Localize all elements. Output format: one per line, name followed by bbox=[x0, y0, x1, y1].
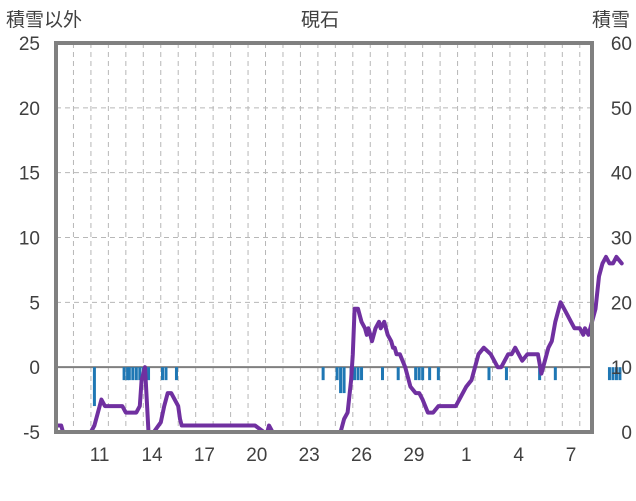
bar bbox=[607, 367, 611, 381]
left-tick-label: 20 bbox=[19, 99, 40, 120]
x-tick-label: 26 bbox=[351, 445, 372, 466]
bar bbox=[147, 367, 151, 381]
bar bbox=[487, 367, 491, 381]
x-axis-ticks: 11 14 17 20 23 26 29 1 4 7 bbox=[90, 445, 577, 466]
right-tick-label: 30 bbox=[611, 229, 632, 250]
x-tick-label: 14 bbox=[141, 445, 163, 466]
left-axis-ticks: -5 0 5 10 15 20 25 bbox=[19, 34, 40, 444]
bar bbox=[126, 367, 130, 381]
bar bbox=[436, 367, 440, 381]
right-tick-label: 40 bbox=[611, 164, 632, 185]
right-tick-label: 50 bbox=[611, 99, 632, 120]
snow-line-series bbox=[54, 254, 624, 434]
left-tick-label: 0 bbox=[29, 358, 40, 379]
left-tick-label: 15 bbox=[19, 164, 40, 185]
x-tick-label: 29 bbox=[403, 445, 424, 466]
snow-line bbox=[54, 254, 624, 434]
bar bbox=[353, 367, 357, 381]
right-axis-label: 積雪 bbox=[592, 9, 630, 31]
bar bbox=[421, 367, 425, 381]
bar bbox=[174, 367, 178, 381]
bar bbox=[134, 367, 138, 381]
left-tick-label: 5 bbox=[29, 293, 40, 314]
left-tick-label: 10 bbox=[19, 229, 40, 250]
right-tick-label: 20 bbox=[611, 293, 632, 314]
right-tick-label: 10 bbox=[611, 358, 632, 379]
chart-title: 硯石 bbox=[301, 10, 339, 31]
bar bbox=[335, 367, 339, 381]
right-tick-label: 60 bbox=[611, 34, 632, 55]
bar bbox=[360, 367, 364, 381]
bar bbox=[164, 367, 168, 381]
bar bbox=[127, 367, 131, 381]
bars-series bbox=[92, 367, 622, 407]
bar bbox=[92, 367, 96, 407]
x-tick-label: 20 bbox=[246, 445, 267, 466]
x-tick-label: 7 bbox=[566, 445, 577, 466]
x-tick-label: 11 bbox=[90, 445, 110, 466]
bar bbox=[131, 367, 135, 381]
x-tick-label: 23 bbox=[299, 445, 320, 466]
bar bbox=[356, 367, 360, 381]
bar bbox=[618, 367, 622, 381]
bar bbox=[380, 367, 384, 381]
bar bbox=[417, 367, 421, 381]
bar bbox=[138, 367, 142, 381]
bar bbox=[553, 367, 557, 381]
bar bbox=[339, 367, 343, 394]
right-axis-ticks: 0 10 20 30 40 50 60 bbox=[611, 34, 632, 444]
bar bbox=[428, 367, 432, 381]
right-tick-label: 0 bbox=[621, 423, 632, 444]
bar bbox=[614, 367, 618, 381]
bar bbox=[161, 367, 165, 381]
bar bbox=[414, 367, 418, 381]
x-tick-label: 17 bbox=[194, 445, 215, 466]
left-tick-label: -5 bbox=[23, 423, 40, 444]
bar bbox=[342, 367, 346, 394]
bar bbox=[122, 367, 126, 381]
plot-frame bbox=[54, 41, 594, 434]
bar bbox=[321, 367, 325, 381]
left-tick-label: 25 bbox=[19, 34, 40, 55]
bar bbox=[611, 367, 615, 381]
left-axis-label: 積雪以外 bbox=[6, 9, 82, 31]
bar bbox=[396, 367, 400, 381]
x-tick-label: 4 bbox=[513, 445, 524, 466]
bar bbox=[504, 367, 508, 381]
x-tick-label: 1 bbox=[461, 445, 472, 466]
